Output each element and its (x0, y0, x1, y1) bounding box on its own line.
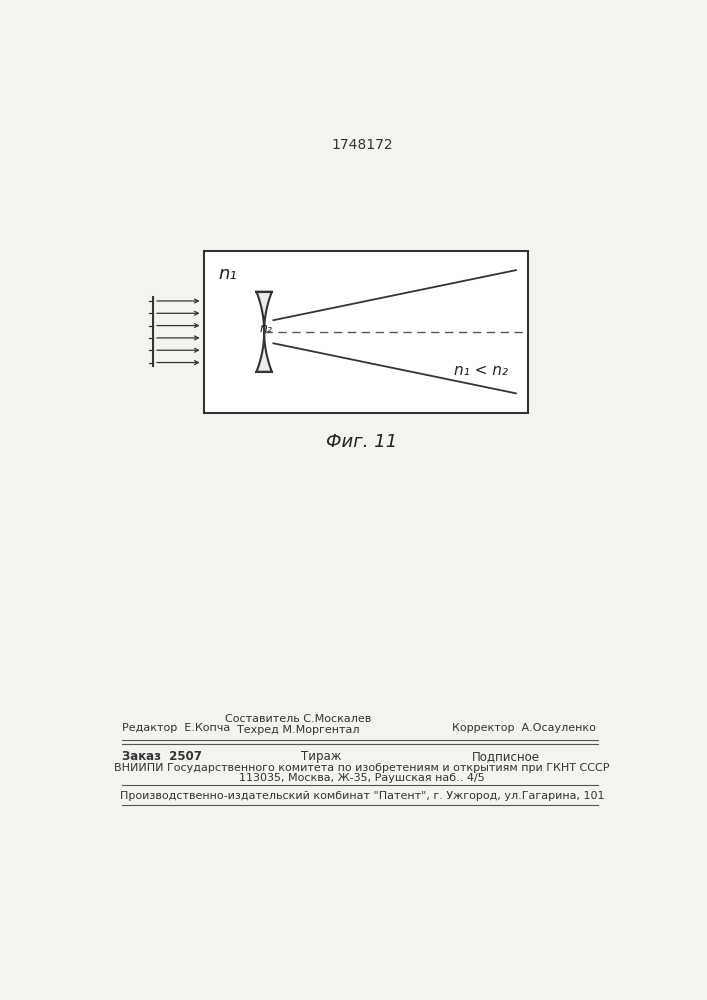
Polygon shape (257, 292, 272, 372)
Text: Заказ  2507: Заказ 2507 (122, 750, 202, 763)
Text: n₁: n₁ (218, 265, 237, 283)
Text: Подписное: Подписное (472, 750, 540, 763)
Bar (204, 251, 527, 413)
Text: Тираж: Тираж (301, 750, 341, 763)
Text: 1748172: 1748172 (331, 138, 393, 152)
Text: Составитель С.Москалев: Составитель С.Москалев (225, 714, 371, 724)
Text: n₂: n₂ (259, 322, 272, 335)
Text: n₁ < n₂: n₁ < n₂ (455, 363, 508, 378)
Text: Корректор  А.Осауленко: Корректор А.Осауленко (452, 723, 596, 733)
Text: Производственно-издательский комбинат "Патент", г. Ужгород, ул.Гагарина, 101: Производственно-издательский комбинат "П… (119, 791, 604, 801)
Text: Редактор  Е.Копча: Редактор Е.Копча (122, 723, 230, 733)
Text: Техред М.Моргентал: Техред М.Моргентал (237, 725, 359, 735)
Text: 113035, Москва, Ж-35, Раушская наб.. 4/5: 113035, Москва, Ж-35, Раушская наб.. 4/5 (239, 773, 485, 783)
Text: Фиг. 11: Фиг. 11 (327, 433, 397, 451)
Text: ВНИИПИ Государственного комитета по изобретениям и открытиям при ГКНТ СССР: ВНИИПИ Государственного комитета по изоб… (115, 763, 609, 773)
